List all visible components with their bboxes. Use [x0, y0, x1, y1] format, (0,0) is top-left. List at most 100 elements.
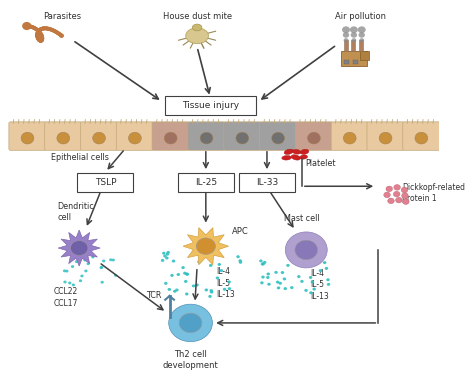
- Ellipse shape: [164, 132, 177, 144]
- Text: CCL22
CCL17: CCL22 CCL17: [54, 287, 78, 308]
- Circle shape: [274, 271, 278, 274]
- Circle shape: [68, 282, 72, 284]
- Circle shape: [72, 283, 75, 286]
- Circle shape: [60, 34, 63, 37]
- Circle shape: [281, 271, 284, 274]
- Circle shape: [186, 273, 189, 276]
- Ellipse shape: [308, 132, 320, 144]
- Circle shape: [228, 280, 231, 283]
- Circle shape: [83, 259, 87, 261]
- Circle shape: [358, 26, 366, 33]
- Ellipse shape: [128, 132, 141, 144]
- Ellipse shape: [292, 149, 301, 154]
- Circle shape: [351, 32, 357, 38]
- Circle shape: [170, 274, 174, 277]
- Circle shape: [300, 280, 304, 283]
- Circle shape: [162, 252, 165, 255]
- Text: IL-4
IL-5
IL-13: IL-4 IL-5 IL-13: [217, 267, 236, 299]
- Circle shape: [260, 281, 264, 284]
- Circle shape: [114, 274, 117, 277]
- Ellipse shape: [192, 24, 202, 31]
- Circle shape: [262, 263, 265, 265]
- Circle shape: [205, 288, 208, 291]
- FancyBboxPatch shape: [239, 173, 295, 192]
- Circle shape: [84, 269, 88, 272]
- FancyBboxPatch shape: [341, 51, 367, 66]
- Text: TSLP: TSLP: [95, 178, 116, 187]
- Ellipse shape: [57, 132, 70, 144]
- Text: House dust mite: House dust mite: [163, 12, 232, 21]
- FancyBboxPatch shape: [77, 173, 133, 192]
- FancyBboxPatch shape: [152, 122, 189, 150]
- Circle shape: [173, 290, 176, 293]
- Circle shape: [182, 266, 185, 269]
- Circle shape: [290, 286, 293, 289]
- Circle shape: [64, 280, 67, 283]
- Circle shape: [267, 283, 271, 286]
- Circle shape: [401, 193, 408, 198]
- FancyBboxPatch shape: [331, 122, 368, 150]
- FancyBboxPatch shape: [260, 122, 297, 150]
- FancyBboxPatch shape: [9, 122, 46, 150]
- Text: IL-4
IL-5
IL-13: IL-4 IL-5 IL-13: [310, 269, 329, 301]
- Circle shape: [343, 32, 349, 38]
- Circle shape: [285, 232, 327, 268]
- Circle shape: [312, 288, 316, 291]
- Circle shape: [261, 263, 264, 266]
- Circle shape: [290, 253, 293, 256]
- Circle shape: [263, 261, 266, 264]
- Circle shape: [309, 276, 312, 279]
- Circle shape: [228, 287, 231, 290]
- Text: Air pollution: Air pollution: [335, 12, 386, 21]
- Text: IL-25: IL-25: [195, 178, 217, 187]
- Circle shape: [164, 282, 168, 285]
- Ellipse shape: [415, 132, 428, 144]
- Circle shape: [100, 266, 103, 269]
- Circle shape: [176, 273, 180, 276]
- FancyBboxPatch shape: [224, 122, 261, 150]
- FancyBboxPatch shape: [351, 40, 356, 51]
- FancyBboxPatch shape: [178, 173, 234, 192]
- Circle shape: [237, 255, 240, 258]
- Circle shape: [276, 280, 280, 283]
- Circle shape: [161, 259, 164, 262]
- Text: IL-33: IL-33: [256, 178, 278, 187]
- Circle shape: [388, 198, 394, 204]
- FancyBboxPatch shape: [360, 51, 369, 60]
- Circle shape: [218, 263, 221, 266]
- Text: Platelet: Platelet: [305, 159, 336, 168]
- Circle shape: [266, 272, 270, 276]
- Text: Th2 cell
development: Th2 cell development: [163, 350, 219, 370]
- Circle shape: [111, 258, 115, 261]
- Circle shape: [79, 279, 82, 282]
- Circle shape: [278, 282, 282, 285]
- FancyBboxPatch shape: [81, 122, 118, 150]
- Ellipse shape: [186, 28, 209, 44]
- Circle shape: [210, 289, 213, 292]
- Circle shape: [75, 260, 78, 263]
- Circle shape: [65, 270, 68, 272]
- Circle shape: [283, 277, 286, 280]
- FancyBboxPatch shape: [45, 122, 82, 150]
- FancyBboxPatch shape: [344, 60, 349, 64]
- Circle shape: [394, 185, 401, 190]
- Ellipse shape: [200, 132, 213, 144]
- Circle shape: [209, 264, 212, 267]
- Ellipse shape: [284, 149, 293, 155]
- Circle shape: [165, 256, 169, 260]
- Ellipse shape: [71, 241, 88, 255]
- FancyBboxPatch shape: [403, 122, 440, 150]
- Ellipse shape: [282, 155, 292, 160]
- Circle shape: [100, 281, 104, 283]
- Circle shape: [168, 288, 171, 291]
- Ellipse shape: [236, 132, 249, 144]
- Polygon shape: [58, 230, 100, 266]
- Circle shape: [166, 251, 170, 254]
- FancyBboxPatch shape: [116, 122, 154, 150]
- Circle shape: [175, 288, 179, 291]
- Circle shape: [166, 253, 169, 256]
- Circle shape: [396, 197, 402, 203]
- Circle shape: [100, 266, 103, 269]
- Circle shape: [87, 262, 90, 265]
- Circle shape: [219, 269, 223, 272]
